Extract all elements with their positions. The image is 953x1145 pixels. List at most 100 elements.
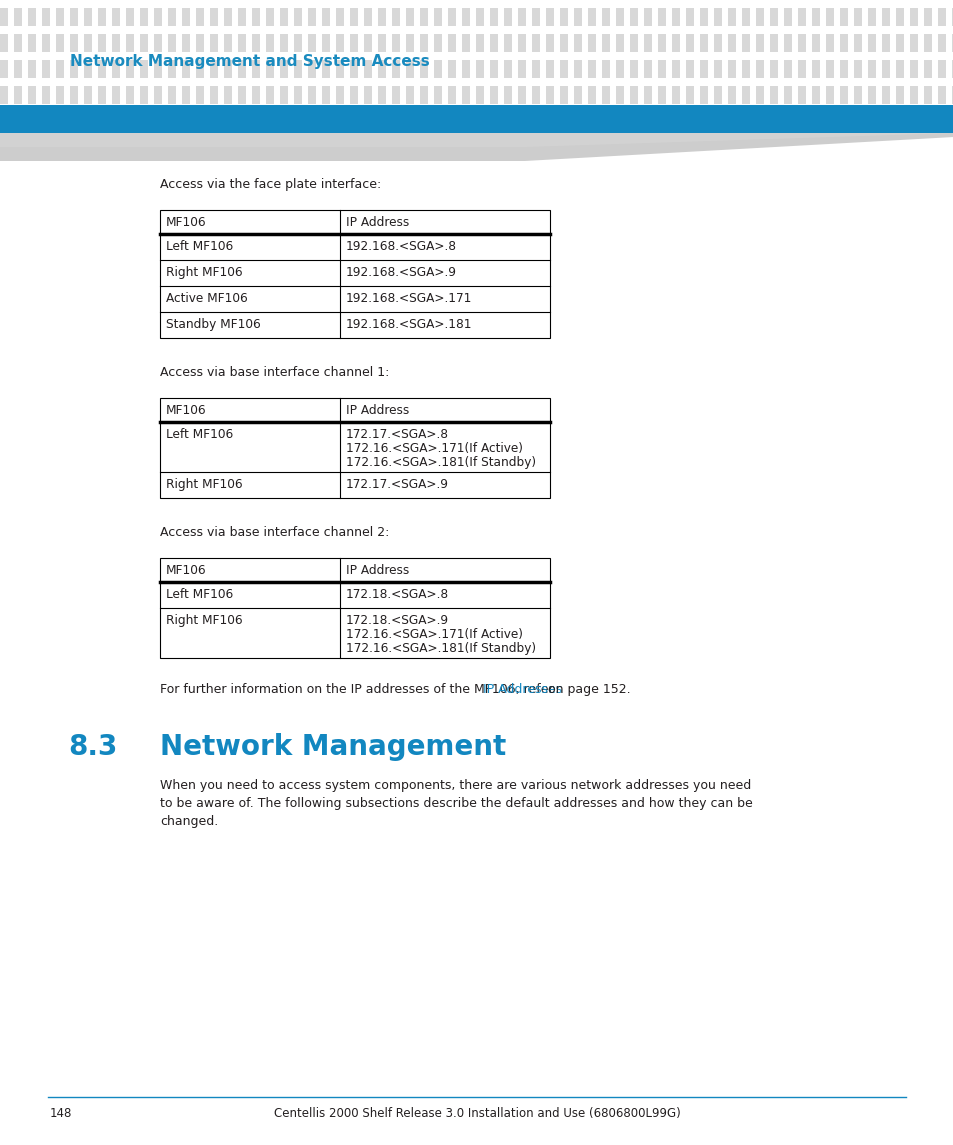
Bar xyxy=(476,60,483,78)
Bar xyxy=(532,8,539,26)
Bar xyxy=(461,60,470,78)
Bar xyxy=(182,86,190,104)
Bar xyxy=(153,8,162,26)
Bar xyxy=(28,86,36,104)
Bar xyxy=(224,8,232,26)
Bar xyxy=(811,86,820,104)
Bar xyxy=(741,8,749,26)
Text: 172.17.<SGA>.8: 172.17.<SGA>.8 xyxy=(346,428,449,441)
Text: Left MF106: Left MF106 xyxy=(166,589,233,601)
Bar xyxy=(587,86,596,104)
Text: Right MF106: Right MF106 xyxy=(166,477,242,491)
Bar xyxy=(882,86,889,104)
Bar xyxy=(266,60,274,78)
Bar xyxy=(559,34,567,52)
Bar xyxy=(643,60,651,78)
Bar xyxy=(28,60,36,78)
Text: 148: 148 xyxy=(50,1107,72,1120)
Bar xyxy=(224,86,232,104)
Bar xyxy=(727,60,735,78)
Bar xyxy=(853,34,862,52)
Bar xyxy=(42,86,50,104)
Bar xyxy=(658,34,665,52)
Bar xyxy=(448,8,456,26)
Bar xyxy=(867,86,875,104)
Bar xyxy=(574,60,581,78)
Bar xyxy=(713,34,721,52)
Bar xyxy=(867,34,875,52)
Text: Right MF106: Right MF106 xyxy=(166,266,242,279)
Bar xyxy=(392,60,399,78)
Bar xyxy=(14,86,22,104)
Bar xyxy=(448,86,456,104)
Bar xyxy=(811,34,820,52)
Bar xyxy=(909,8,917,26)
Bar xyxy=(28,34,36,52)
Bar xyxy=(98,60,106,78)
Bar xyxy=(28,8,36,26)
Bar xyxy=(112,34,120,52)
Bar xyxy=(797,8,805,26)
Bar xyxy=(252,34,260,52)
Text: Access via base interface channel 1:: Access via base interface channel 1: xyxy=(160,366,389,379)
Bar xyxy=(280,60,288,78)
Bar xyxy=(84,8,91,26)
Bar xyxy=(210,34,218,52)
Text: to be aware of. The following subsections describe the default addresses and how: to be aware of. The following subsection… xyxy=(160,797,752,810)
Bar xyxy=(419,86,428,104)
Bar xyxy=(237,86,246,104)
Bar xyxy=(895,34,903,52)
Bar xyxy=(0,86,8,104)
Bar xyxy=(685,34,693,52)
Bar xyxy=(98,86,106,104)
Bar xyxy=(490,60,497,78)
Bar xyxy=(643,34,651,52)
Text: Access via base interface channel 2:: Access via base interface channel 2: xyxy=(160,526,389,539)
Bar xyxy=(755,60,763,78)
Bar xyxy=(532,34,539,52)
Bar xyxy=(364,86,372,104)
Bar xyxy=(168,8,175,26)
Bar xyxy=(559,60,567,78)
Bar xyxy=(616,34,623,52)
Bar xyxy=(0,60,8,78)
Bar xyxy=(210,8,218,26)
Bar xyxy=(713,60,721,78)
Bar xyxy=(503,8,512,26)
Bar xyxy=(700,86,707,104)
Bar xyxy=(517,60,525,78)
Text: 192.168.<SGA>.171: 192.168.<SGA>.171 xyxy=(346,292,472,305)
Bar xyxy=(601,60,609,78)
Bar xyxy=(532,86,539,104)
Bar xyxy=(322,86,330,104)
Bar xyxy=(545,34,554,52)
Bar xyxy=(112,86,120,104)
Bar xyxy=(182,8,190,26)
Bar xyxy=(840,60,847,78)
Text: 172.16.<SGA>.181(If Standby): 172.16.<SGA>.181(If Standby) xyxy=(346,642,536,655)
Text: 8.3: 8.3 xyxy=(68,733,117,761)
Bar xyxy=(476,34,483,52)
Bar xyxy=(545,8,554,26)
Bar xyxy=(476,8,483,26)
Text: MF106: MF106 xyxy=(166,216,207,229)
Bar xyxy=(308,60,315,78)
Bar xyxy=(700,60,707,78)
Text: Network Management and System Access: Network Management and System Access xyxy=(70,54,429,69)
Bar xyxy=(126,86,133,104)
Bar xyxy=(755,86,763,104)
Bar xyxy=(853,8,862,26)
Bar xyxy=(658,8,665,26)
Bar xyxy=(923,34,931,52)
Bar xyxy=(252,86,260,104)
Text: 172.16.<SGA>.181(If Standby): 172.16.<SGA>.181(If Standby) xyxy=(346,456,536,469)
Bar xyxy=(811,60,820,78)
Text: 192.168.<SGA>.9: 192.168.<SGA>.9 xyxy=(346,266,456,279)
Bar xyxy=(951,60,953,78)
Bar xyxy=(825,34,833,52)
Bar xyxy=(811,8,820,26)
Bar xyxy=(783,86,791,104)
Bar xyxy=(140,60,148,78)
Bar xyxy=(434,60,441,78)
Bar xyxy=(895,60,903,78)
